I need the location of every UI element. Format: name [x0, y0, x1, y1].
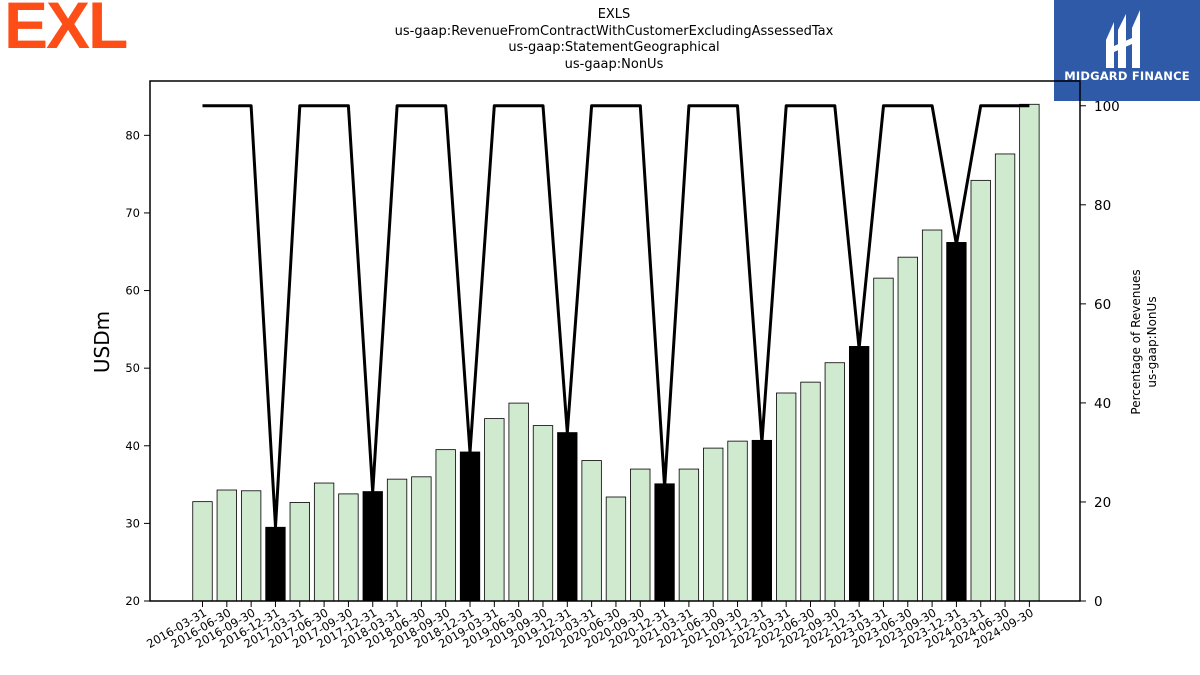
y2-tick-label-80: 80: [1094, 198, 1111, 214]
midgard-finance-wordmark: MIDGARD FINANCE: [1064, 69, 1190, 83]
bar-2021-03-31: [678, 468, 700, 602]
bar-2016-03-31: [192, 501, 213, 602]
y-tick-label-60: 60: [125, 284, 140, 298]
y-tick-label-80: 80: [125, 128, 140, 142]
left-y-axis: 20 30 40 50 60 70 80: [125, 128, 150, 608]
bar-2022-03-31: [776, 392, 797, 602]
bar-2021-12-31: [751, 439, 773, 602]
bar-2022-09-30: [824, 362, 845, 602]
y-axis-label: USDm: [90, 311, 114, 373]
y-tick-label-40: 40: [125, 439, 140, 453]
chart-title-member: us-gaap:NonUs: [564, 56, 664, 72]
y2-tick-label-20: 20: [1094, 495, 1111, 511]
bar-2024-06-30: [994, 153, 1016, 602]
bars-layer: [192, 103, 1040, 602]
y2-axis-label-line1: Percentage of Revenues: [1129, 269, 1143, 414]
right-y-axis: 0 20 40 60 80 100: [1080, 99, 1120, 610]
bar-2021-06-30: [703, 447, 724, 602]
bar-2023-12-31: [946, 242, 967, 602]
y2-axis-label-line2: us-gaap:NonUs: [1145, 296, 1159, 387]
percentage-line-layer: [202, 104, 1030, 529]
plot-frame: [149, 80, 1081, 602]
bar-2023-03-31: [873, 277, 894, 602]
bar-2018-03-31: [386, 478, 408, 602]
percentage-line: [202, 104, 1030, 529]
bar-2018-12-31: [459, 451, 481, 602]
bar-2021-09-30: [727, 440, 748, 602]
y2-tick-label-100: 100: [1094, 99, 1120, 115]
bar-2019-06-30: [508, 402, 529, 602]
bar-2020-09-30: [630, 468, 651, 602]
y-tick-label-70: 70: [125, 206, 140, 220]
bar-2020-12-31: [654, 483, 675, 602]
bar-2019-09-30: [532, 425, 554, 602]
bar-2022-06-30: [800, 381, 821, 602]
bar-2020-06-30: [605, 496, 627, 602]
bar-2023-09-30: [921, 229, 943, 602]
bar-2017-03-31: [289, 502, 310, 602]
bar-2017-06-30: [313, 482, 335, 602]
bar-2016-06-30: [216, 489, 237, 602]
bar-2024-03-31: [970, 179, 991, 602]
midgard-finance-logo: MIDGARD FINANCE: [1054, 0, 1200, 101]
chart-title-axis: us-gaap:StatementGeographical: [508, 40, 720, 55]
chart-title-concept: us-gaap:RevenueFromContractWithCustomerE…: [394, 23, 834, 39]
bar-2022-12-31: [848, 346, 870, 602]
midgard-mark-icon: [1106, 10, 1140, 68]
chart-title-ticker: EXLS: [597, 7, 631, 22]
bar-2017-09-30: [338, 493, 359, 602]
bar-2020-03-31: [581, 460, 602, 602]
y-tick-label-50: 50: [125, 361, 140, 375]
bar-2019-03-31: [484, 418, 505, 602]
y2-tick-label-0: 0: [1094, 594, 1103, 610]
bar-2016-09-30: [240, 490, 262, 602]
exl-logo: EXL: [4, 0, 128, 62]
bar-2019-12-31: [557, 432, 578, 602]
y-tick-label-30: 30: [125, 516, 140, 530]
x-axis: 2016-03-312016-06-302016-09-302016-12-31…: [144, 601, 1036, 651]
y-tick-label-20: 20: [125, 594, 140, 608]
bar-2024-09-30: [1019, 103, 1040, 602]
bar-2018-06-30: [411, 476, 432, 602]
bar-2023-06-30: [897, 256, 918, 602]
bar-2016-12-31: [265, 526, 286, 602]
bar-2018-09-30: [435, 449, 456, 602]
bar-2017-12-31: [362, 491, 383, 602]
y2-tick-label-40: 40: [1094, 396, 1111, 412]
y2-tick-label-60: 60: [1094, 297, 1111, 313]
